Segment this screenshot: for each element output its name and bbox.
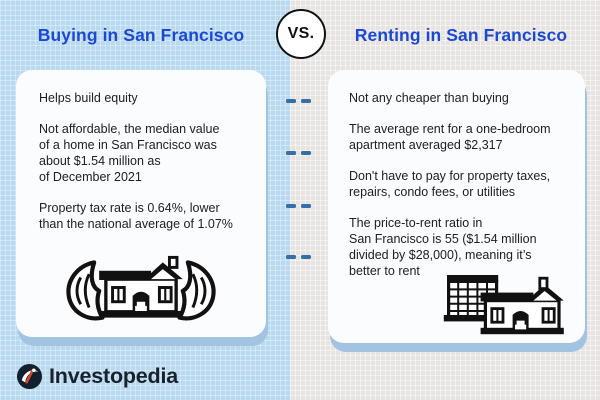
brand-wordmark: Investopedia (49, 363, 179, 388)
vs-badge: VS. (276, 9, 326, 59)
divider-dash-row (286, 204, 311, 208)
building-and-house-icon (439, 270, 567, 341)
renting-point: The price-to-rent ratio in San Francisco… (349, 216, 537, 278)
divider-dash-row (286, 99, 311, 103)
right-column-title: Renting in San Francisco (354, 25, 568, 45)
renting-point: The average rent for a one-bedroom apart… (349, 122, 551, 152)
buying-card: Helps build equity Not affordable, the m… (16, 70, 266, 337)
investopedia-logo-icon (16, 363, 43, 390)
left-column-title: Buying in San Francisco (37, 25, 245, 45)
renting-point: Don't have to pay for property taxes, re… (349, 169, 551, 199)
buying-point: Property tax rate is 0.64%, lower than t… (39, 201, 233, 231)
buying-point: Helps build equity (39, 91, 138, 105)
renting-card: Not any cheaper than buying The average … (328, 70, 585, 343)
hands-holding-house-icon (57, 244, 225, 331)
divider-dash-row (286, 151, 311, 155)
center-divider (286, 0, 312, 400)
vs-label: VS. (287, 25, 315, 42)
renting-point: Not any cheaper than buying (349, 91, 509, 105)
divider-dash-row (286, 255, 311, 259)
investopedia-logo: Investopedia (16, 361, 178, 391)
buying-point: Not affordable, the median value of a ho… (39, 122, 220, 184)
